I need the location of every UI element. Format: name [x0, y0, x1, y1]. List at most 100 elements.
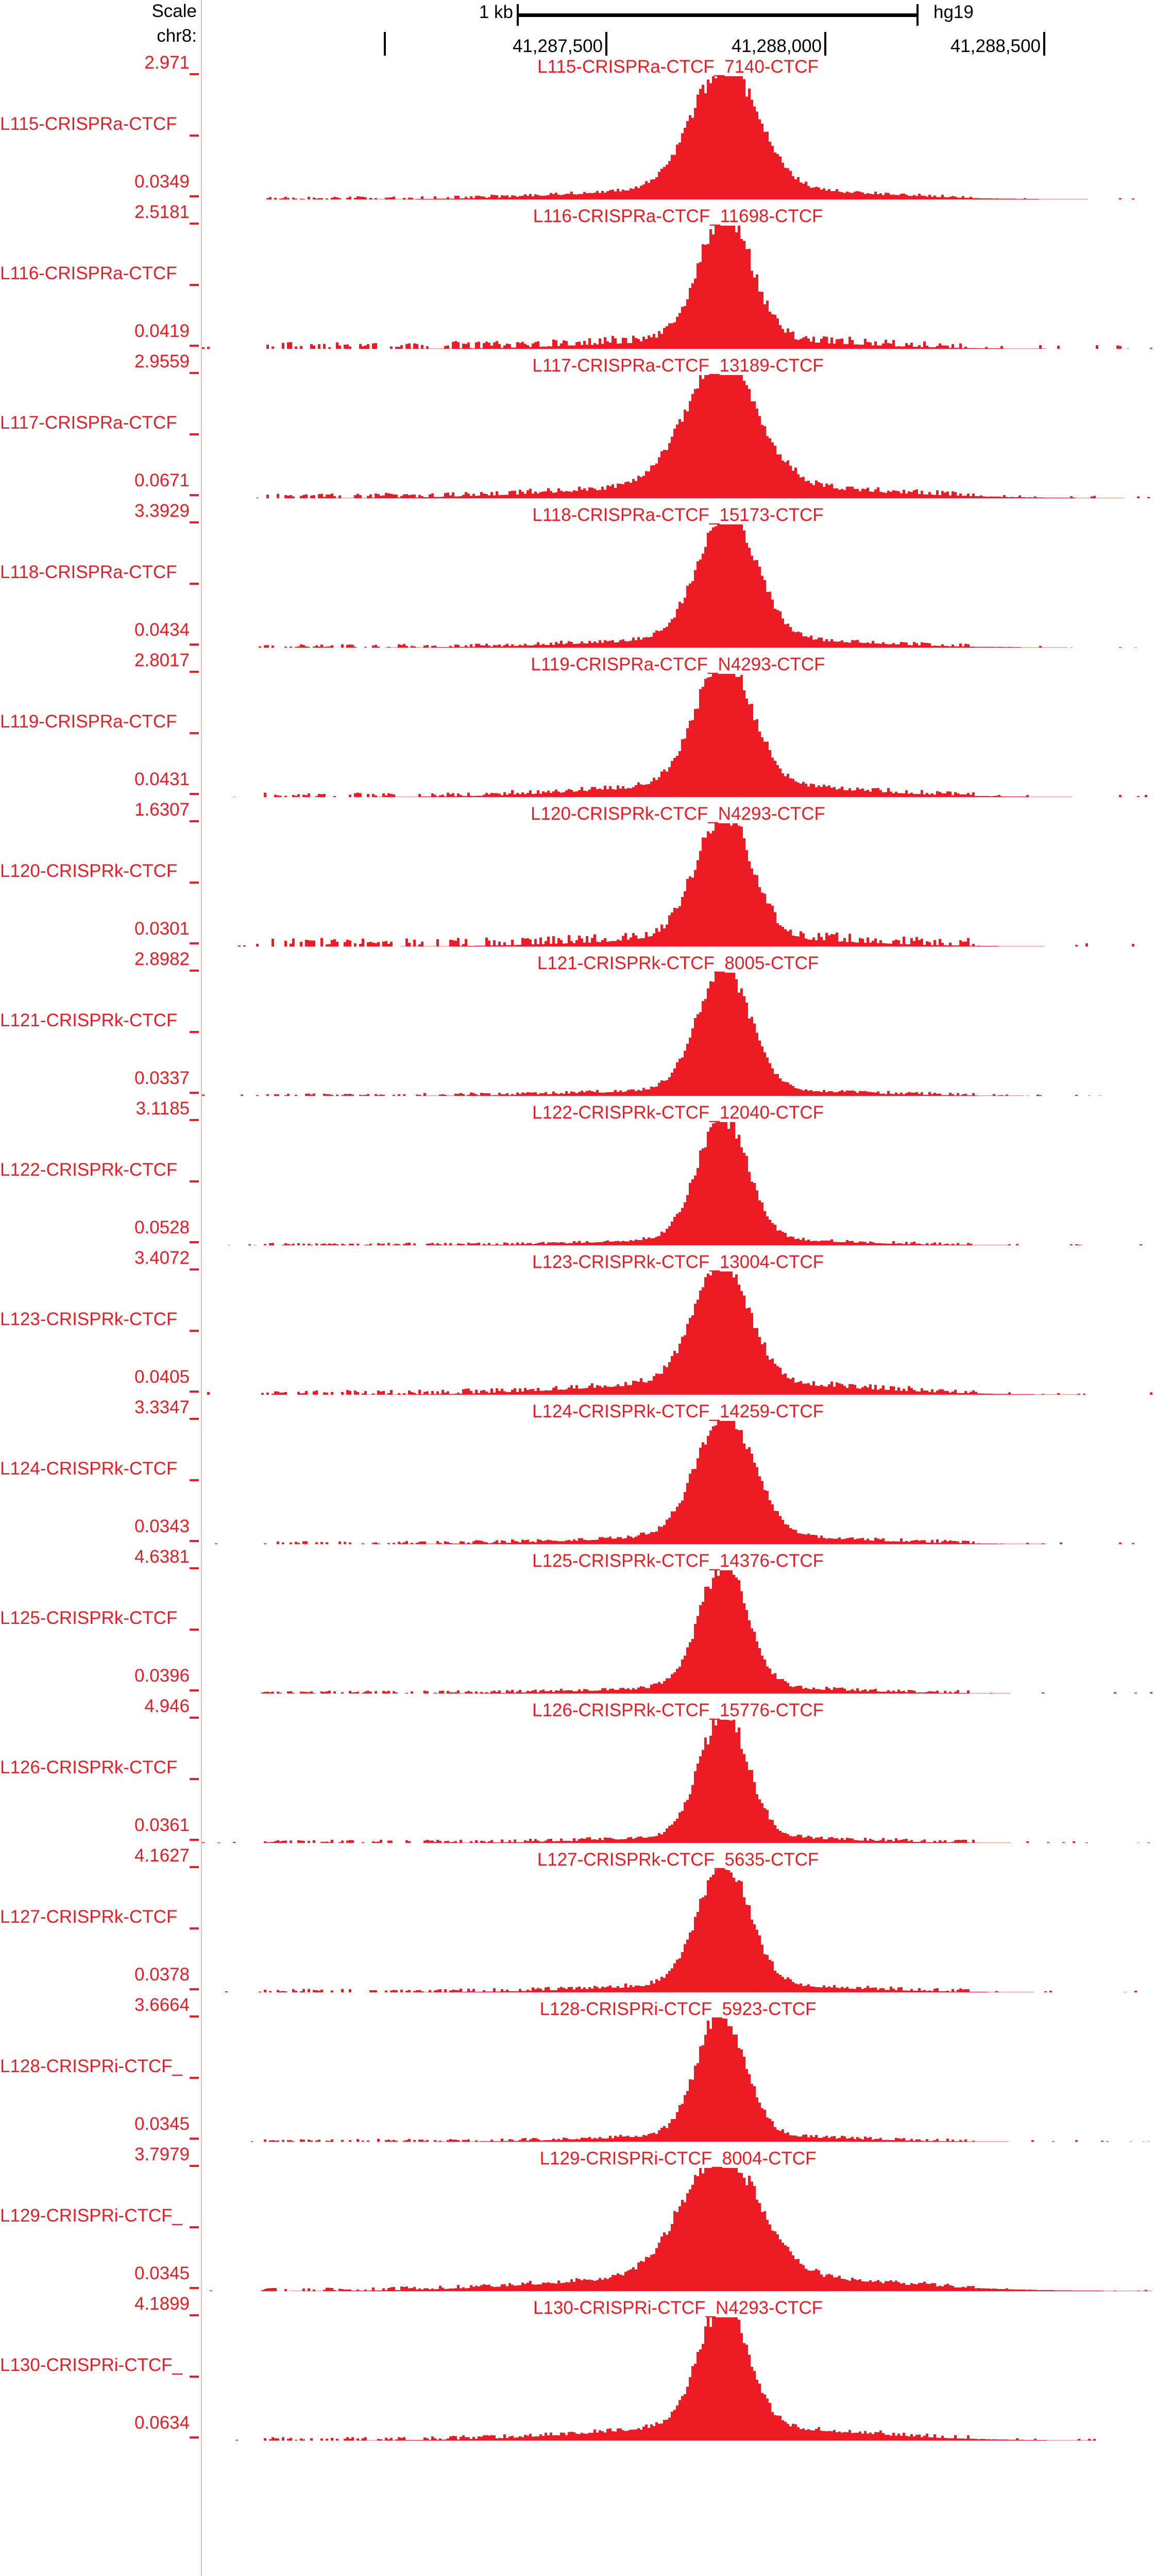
track-min-value: 0.0301: [134, 919, 190, 939]
track-mid-tick: [190, 2076, 199, 2079]
track-title: L116-CRISPRa-CTCF_11698-CTCF: [533, 206, 823, 226]
signal-track[interactable]: L118-CRISPRa-CTCF_15173-CTCF 3.3929 L118-C…: [0, 502, 1155, 648]
track-mid-tick: [190, 1927, 199, 1929]
track-left-label: L127-CRISPRk-CTCF: [0, 1906, 178, 1927]
track-title: L125-CRISPRk-CTCF_14376-CTCF: [532, 1551, 824, 1571]
signal-track[interactable]: L115-CRISPRa-CTCF_7140-CTCF 2.971 L115-CRI…: [0, 54, 1155, 199]
track-signal-plot[interactable]: [202, 1419, 1155, 1544]
signal-track[interactable]: L120-CRISPRk-CTCF_N4293-CTCF 1.6307 L120-C…: [0, 801, 1155, 946]
track-min-tick: [190, 2287, 199, 2289]
track-left-label: L115-CRISPRa-CTCF: [0, 113, 177, 134]
signal-track[interactable]: L128-CRISPRi-CTCF_5923-CTCF 3.6664 L128-CR…: [0, 1996, 1155, 2142]
track-max-value: 3.4072: [134, 1248, 190, 1268]
track-signal-plot[interactable]: [202, 2315, 1155, 2441]
track-signal-plot[interactable]: [202, 2166, 1155, 2291]
track-signal-plot[interactable]: [202, 1718, 1155, 1843]
track-left-label: L120-CRISPRk-CTCF: [0, 860, 178, 881]
signal-track[interactable]: L122-CRISPRk-CTCF_12040-CTCF 3.1185 L122-C…: [0, 1099, 1155, 1245]
signal-histogram: [202, 674, 1155, 797]
track-max-value: 2.9559: [134, 351, 190, 371]
track-left-label: L130-CRISPRi-CTCF_: [0, 2354, 182, 2375]
track-title: L120-CRISPRk-CTCF_N4293-CTCF: [531, 804, 825, 824]
track-signal-plot[interactable]: [202, 672, 1155, 797]
track-mid-tick: [190, 732, 199, 734]
signal-track[interactable]: L125-CRISPRk-CTCF_14376-CTCF 4.6381 L125-C…: [0, 1548, 1155, 1693]
track-left-label: L123-CRISPRk-CTCF: [0, 1309, 178, 1329]
track-mid-tick: [190, 881, 199, 884]
signal-histogram: [202, 76, 1155, 199]
track-min-value: 0.0634: [134, 2413, 190, 2433]
track-signal-plot[interactable]: [202, 1867, 1155, 1992]
track-signal-plot[interactable]: [202, 1568, 1155, 1693]
track-signal-plot[interactable]: [202, 522, 1155, 648]
track-min-tick: [190, 2138, 199, 2140]
track-title: L121-CRISPRk-CTCF_8005-CTCF: [537, 953, 819, 973]
signal-histogram: [202, 2019, 1155, 2142]
track-min-value: 0.0361: [134, 1815, 190, 1835]
label-gutter-divider: [201, 0, 202, 2576]
track-max-tick: [190, 73, 199, 75]
track-max-tick: [190, 2015, 199, 2018]
ruler-label-1: 41,287,500: [512, 36, 603, 56]
track-min-tick: [190, 1988, 199, 1990]
track-min-value: 0.0419: [134, 321, 190, 341]
signal-histogram: [202, 1570, 1155, 1693]
track-min-tick: [190, 345, 199, 347]
signal-histogram: [202, 1869, 1155, 1992]
track-signal-plot[interactable]: [202, 224, 1155, 349]
track-min-tick: [190, 1689, 199, 1691]
track-signal-plot[interactable]: [202, 74, 1155, 199]
track-max-value: 2.8982: [134, 949, 190, 969]
track-signal-plot[interactable]: [202, 971, 1155, 1096]
signal-histogram: [202, 1272, 1155, 1395]
track-max-tick: [190, 2314, 199, 2316]
track-signal-plot[interactable]: [202, 1120, 1155, 1245]
chromosome-label: chr8:: [157, 26, 197, 46]
signal-track[interactable]: L130-CRISPRi-CTCF_N4293-CTCF 4.1899 L130-C…: [0, 2295, 1155, 2441]
track-max-value: 2.8017: [134, 650, 190, 670]
ruler-tick-3: [1043, 32, 1045, 56]
signal-track[interactable]: L123-CRISPRk-CTCF_13004-CTCF 3.4072 L123-C…: [0, 1249, 1155, 1395]
signal-track[interactable]: L129-CRISPRi-CTCF_8004-CTCF 3.7979 L129-CR…: [0, 2145, 1155, 2291]
track-left-label: L129-CRISPRi-CTCF_: [0, 2205, 182, 2226]
track-signal-plot[interactable]: [202, 1269, 1155, 1395]
signal-histogram: [202, 226, 1155, 349]
track-signal-plot[interactable]: [202, 2016, 1155, 2142]
track-max-value: 1.6307: [134, 800, 190, 820]
signal-track[interactable]: L117-CRISPRa-CTCF_13189-CTCF 2.9559 L117-C…: [0, 352, 1155, 498]
track-min-value: 0.0528: [134, 1217, 190, 1238]
signal-histogram: [202, 1122, 1155, 1245]
track-min-tick: [190, 942, 199, 944]
track-mid-tick: [190, 433, 199, 435]
track-left-label: L121-CRISPRk-CTCF: [0, 1010, 178, 1030]
track-title: L122-CRISPRk-CTCF_12040-CTCF: [532, 1103, 824, 1123]
track-min-value: 0.0396: [134, 1666, 190, 1686]
signal-track[interactable]: L126-CRISPRk-CTCF_15776-CTCF 4.946 L126-CR…: [0, 1697, 1155, 1843]
track-max-value: 3.6664: [134, 1995, 190, 2015]
ruler-tick-2: [824, 32, 826, 56]
track-max-value: 2.5181: [134, 202, 190, 222]
track-left-label: L117-CRISPRa-CTCF: [0, 412, 177, 433]
track-max-tick: [190, 671, 199, 673]
track-title: L127-CRISPRk-CTCF_5635-CTCF: [537, 1850, 819, 1870]
track-title: L130-CRISPRi-CTCF_N4293-CTCF: [533, 2298, 823, 2318]
track-signal-plot[interactable]: [202, 373, 1155, 498]
signal-track[interactable]: L119-CRISPRa-CTCF_N4293-CTCF 2.8017 L119-C…: [0, 651, 1155, 797]
track-left-label: L118-CRISPRa-CTCF: [0, 562, 177, 582]
track-mid-tick: [190, 1180, 199, 1182]
signal-track[interactable]: L127-CRISPRk-CTCF_5635-CTCF 4.1627 L127-CR…: [0, 1846, 1155, 1992]
track-mid-tick: [190, 2226, 199, 2228]
track-max-tick: [190, 223, 199, 225]
signal-track[interactable]: L124-CRISPRk-CTCF_14259-CTCF 3.3347 L124-C…: [0, 1398, 1155, 1544]
track-max-value: 4.1899: [134, 2294, 190, 2314]
track-max-tick: [190, 1717, 199, 1719]
track-min-tick: [190, 1241, 199, 1243]
signal-track[interactable]: L116-CRISPRa-CTCF_11698-CTCF 2.5181 L116-C…: [0, 203, 1155, 349]
track-title: L118-CRISPRa-CTCF_15173-CTCF: [532, 505, 824, 525]
signal-track[interactable]: L121-CRISPRk-CTCF_8005-CTCF 2.8982 L121-CR…: [0, 950, 1155, 1096]
track-signal-plot[interactable]: [202, 821, 1155, 946]
track-title: L129-CRISPRi-CTCF_8004-CTCF: [539, 2148, 817, 2168]
track-min-value: 0.0337: [134, 1068, 190, 1088]
scale-bar-right-cap: [916, 4, 919, 26]
track-max-tick: [190, 521, 199, 523]
